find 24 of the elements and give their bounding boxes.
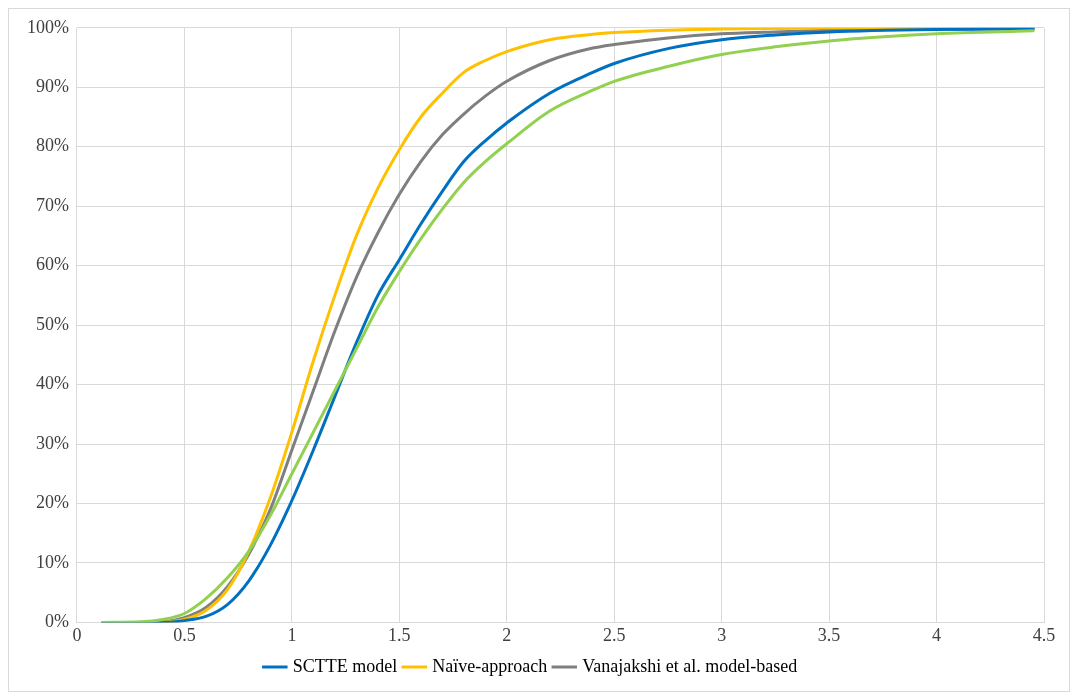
x-tick-label: 4 <box>932 624 942 645</box>
y-tick-label: 60% <box>35 254 69 275</box>
x-tick-label: 4.5 <box>1032 624 1056 645</box>
legend-label: SCTTE model <box>292 655 398 676</box>
legend-label: Naïve-approach <box>432 655 548 676</box>
y-tick-label: 20% <box>35 492 69 513</box>
y-tick-label: 30% <box>35 432 69 453</box>
y-tick-label: 40% <box>35 373 69 394</box>
x-tick-label: 3.5 <box>817 624 841 645</box>
y-tick-label: 0% <box>44 611 69 632</box>
y-tick-label: 100% <box>26 16 69 37</box>
x-tick-label: 3 <box>717 624 727 645</box>
y-tick-label: 80% <box>35 135 69 156</box>
x-tick-label: 0 <box>72 624 82 645</box>
y-tick-label: 70% <box>35 194 69 215</box>
legend-label: Vanajakshi et al. model-based <box>582 655 798 676</box>
x-tick-label: 2 <box>502 624 512 645</box>
x-tick-label: 2.5 <box>602 624 626 645</box>
y-tick-label: 90% <box>35 75 69 96</box>
x-tick-label: 0.5 <box>173 624 196 645</box>
x-tick-label: 1.5 <box>388 624 411 645</box>
x-tick-label: 1 <box>287 624 297 645</box>
y-tick-label: 10% <box>35 551 69 572</box>
y-tick-label: 50% <box>35 313 69 334</box>
